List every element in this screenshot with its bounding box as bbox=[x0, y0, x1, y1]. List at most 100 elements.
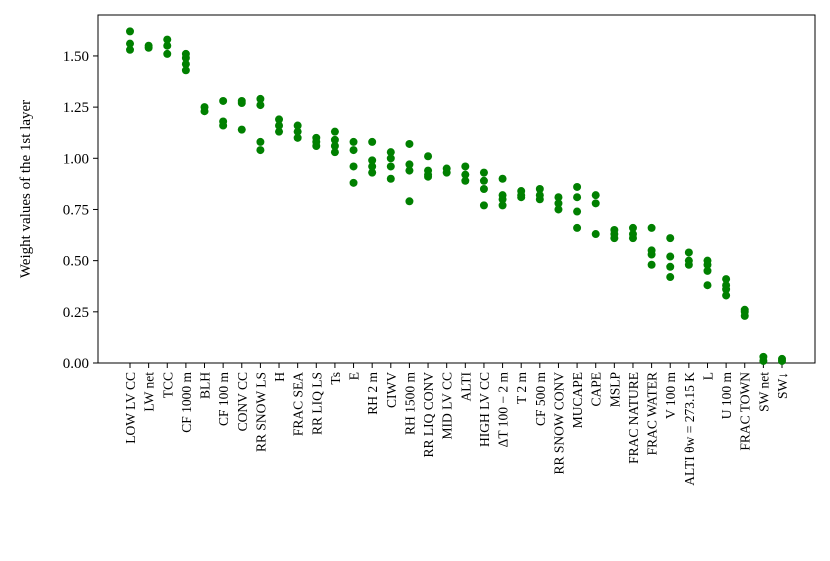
point bbox=[479, 168, 488, 177]
x-tick-label: LW net bbox=[142, 372, 157, 412]
point bbox=[740, 311, 749, 320]
x-tick-label: T 2 m bbox=[514, 372, 529, 405]
point bbox=[256, 94, 265, 103]
x-tick-label: RH 2 m bbox=[365, 372, 380, 415]
point bbox=[722, 285, 731, 294]
point bbox=[498, 174, 507, 183]
point bbox=[144, 43, 153, 52]
point bbox=[256, 137, 265, 146]
x-tick-label: U 100 m bbox=[719, 372, 734, 420]
point bbox=[424, 152, 433, 161]
point bbox=[330, 148, 339, 157]
point bbox=[684, 260, 693, 269]
point bbox=[181, 53, 190, 62]
point bbox=[349, 178, 358, 187]
point bbox=[349, 137, 358, 146]
y-tick-label: 1.50 bbox=[63, 49, 89, 65]
point bbox=[461, 162, 470, 171]
point bbox=[275, 121, 284, 130]
point bbox=[684, 248, 693, 257]
plot-frame bbox=[97, 14, 816, 364]
point bbox=[703, 281, 712, 290]
point bbox=[368, 137, 377, 146]
point bbox=[256, 146, 265, 155]
x-tick-label: H bbox=[272, 372, 287, 382]
point bbox=[498, 201, 507, 210]
point bbox=[293, 121, 302, 130]
point bbox=[405, 197, 414, 206]
point bbox=[386, 162, 395, 171]
y-axis-label: Weight values of the 1st layer bbox=[18, 100, 34, 278]
point bbox=[126, 27, 134, 36]
point bbox=[386, 154, 395, 163]
point bbox=[573, 207, 582, 216]
point bbox=[647, 260, 656, 269]
point bbox=[330, 127, 339, 136]
point bbox=[517, 193, 526, 202]
x-tick-label: FRAC NATURE bbox=[626, 372, 641, 464]
point bbox=[237, 99, 246, 108]
point bbox=[628, 223, 637, 232]
x-tick-label: CF 100 m bbox=[216, 372, 231, 427]
x-tick-label: LOW LV CC bbox=[123, 372, 138, 444]
point bbox=[368, 168, 377, 177]
point bbox=[126, 39, 134, 48]
point bbox=[573, 182, 582, 191]
point bbox=[628, 234, 637, 243]
x-tick-label: V 100 m bbox=[663, 372, 678, 420]
point bbox=[405, 139, 414, 148]
x-tick-label: E bbox=[347, 372, 362, 380]
point bbox=[591, 191, 600, 200]
point bbox=[181, 60, 190, 69]
x-tick-label: RR LIQ CONV bbox=[421, 372, 436, 458]
point bbox=[666, 273, 675, 282]
x-tick-label: MUCAPE bbox=[570, 372, 585, 428]
point bbox=[647, 250, 656, 259]
point bbox=[349, 162, 358, 171]
point bbox=[256, 101, 265, 110]
point bbox=[461, 170, 470, 179]
x-tick-label: MID LV CC bbox=[440, 372, 455, 440]
point bbox=[181, 66, 190, 75]
x-tick-label: RR LIQ LS bbox=[309, 372, 324, 435]
x-tick-label: SW↓ bbox=[775, 372, 790, 399]
point bbox=[461, 176, 470, 185]
x-tick-label: ALTI θw = 273.15 K bbox=[682, 372, 697, 486]
point bbox=[722, 275, 731, 284]
x-tick-label: CIWV bbox=[384, 372, 399, 408]
point bbox=[759, 356, 768, 365]
y-tick-label: 0.00 bbox=[63, 356, 89, 372]
point bbox=[293, 133, 302, 142]
point bbox=[554, 199, 563, 208]
y-tick-label: 0.75 bbox=[63, 202, 89, 218]
point bbox=[479, 185, 488, 193]
x-tick-label: RR SNOW LS bbox=[253, 372, 268, 452]
point bbox=[126, 45, 134, 54]
point bbox=[219, 96, 228, 105]
point bbox=[163, 49, 172, 58]
x-tick-label: ALTI bbox=[458, 371, 473, 401]
point bbox=[442, 168, 451, 177]
x-tick-label: CF 1000 m bbox=[179, 372, 194, 433]
point bbox=[200, 107, 209, 116]
point bbox=[386, 174, 395, 183]
point bbox=[573, 193, 582, 202]
point bbox=[666, 262, 675, 271]
point bbox=[275, 115, 284, 124]
x-tick-label: Ts bbox=[328, 372, 343, 385]
y-tick-label: 0.50 bbox=[63, 254, 89, 270]
point bbox=[591, 230, 600, 239]
point bbox=[498, 195, 507, 204]
x-tick-label: FRAC SEA bbox=[291, 372, 306, 436]
x-tick-label: RH 1500 m bbox=[402, 372, 417, 436]
x-tick-label: SW net bbox=[756, 372, 771, 412]
y-tick-label: 1.25 bbox=[63, 100, 89, 116]
x-tick-label: ΔT 100 − 2 m bbox=[496, 372, 511, 448]
point bbox=[778, 356, 786, 365]
point bbox=[703, 260, 712, 269]
point bbox=[647, 223, 656, 232]
x-tick-label: L bbox=[700, 372, 715, 380]
point bbox=[219, 121, 228, 130]
x-tick-label: CF 500 m bbox=[533, 372, 548, 427]
